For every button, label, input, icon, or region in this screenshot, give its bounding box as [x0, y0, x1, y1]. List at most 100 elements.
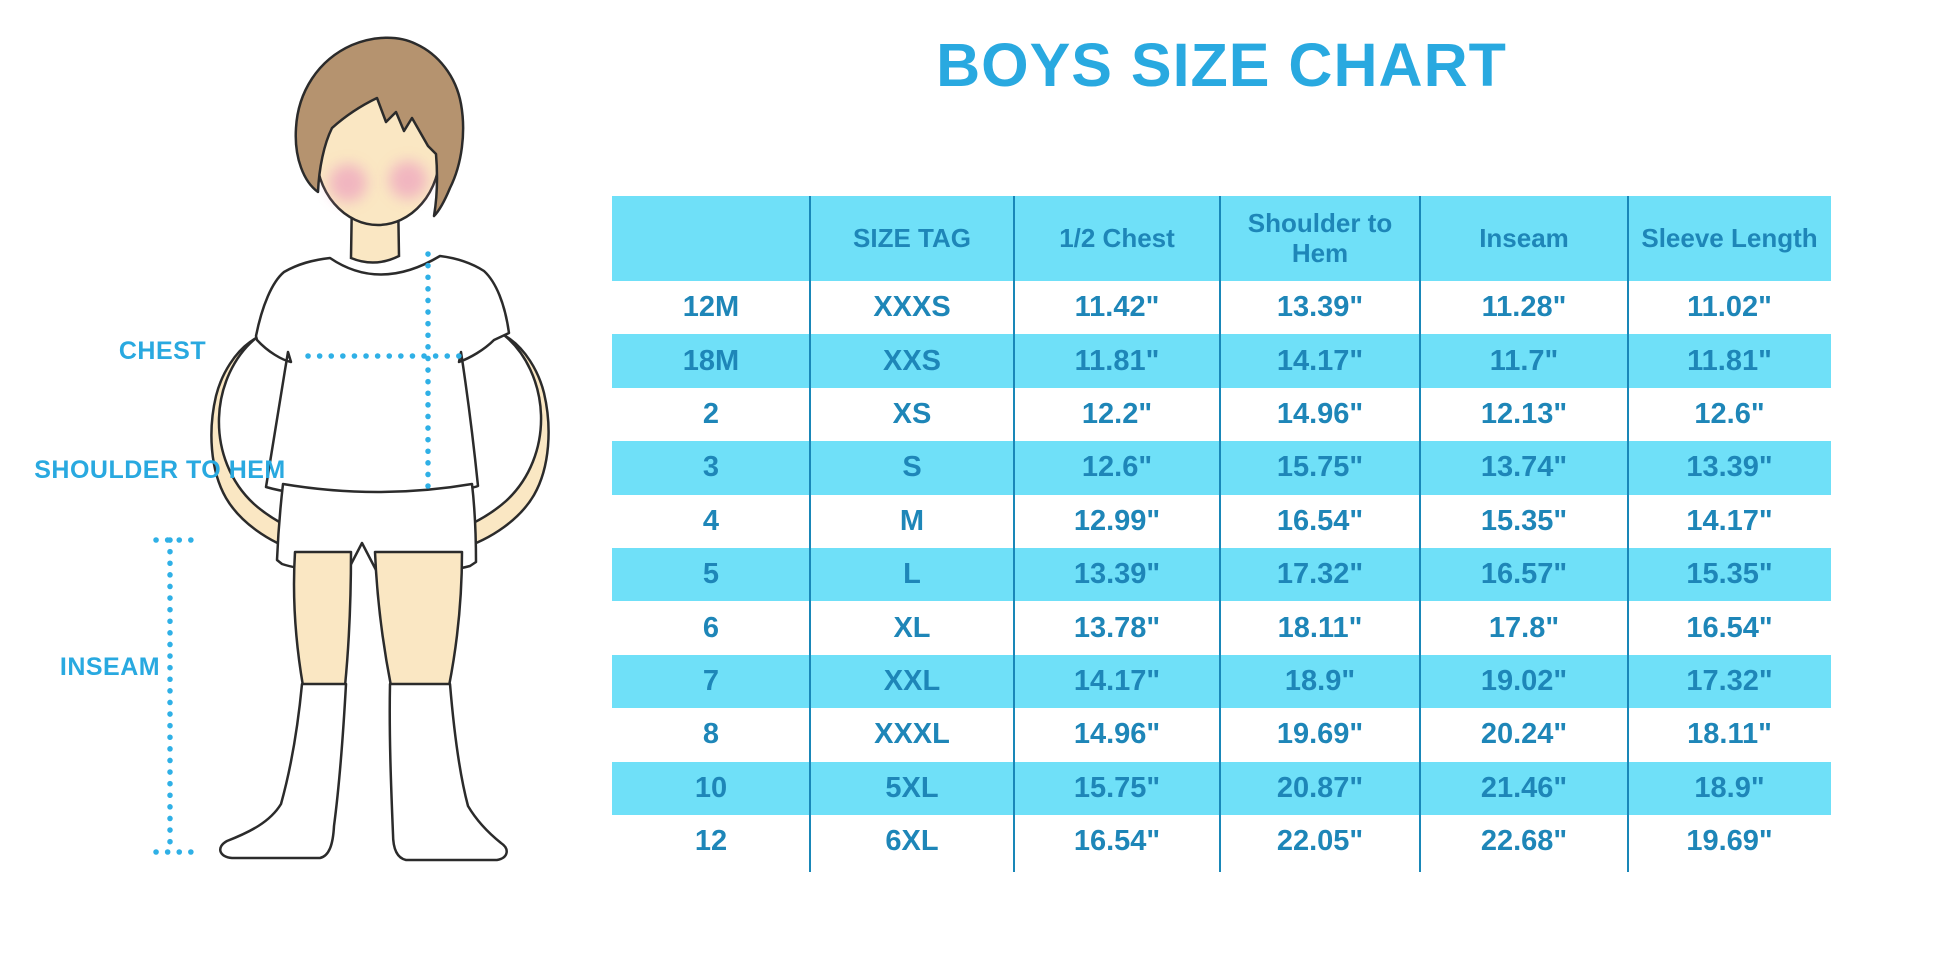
column-divider: [1419, 196, 1421, 872]
header-row: SIZE TAG 1/2 Chest Shoulder to Hem Insea…: [612, 196, 1831, 281]
table-row: 12 6XL 16.54" 22.05" 22.68" 19.69": [612, 814, 1831, 869]
page-title: BOYS SIZE CHART: [936, 31, 1507, 99]
column-divider: [1627, 196, 1629, 872]
table-cell: 12.13": [1420, 387, 1628, 442]
table-cell: 22.05": [1220, 814, 1420, 869]
column-header-half-chest: 1/2 Chest: [1014, 196, 1220, 281]
table-cell: 15.75": [1014, 761, 1220, 815]
table-cell: 18.11": [1628, 708, 1831, 762]
table-cell: 5XL: [810, 761, 1014, 815]
table-cell: 17.32": [1220, 547, 1420, 602]
table-cell: 13.78": [1014, 601, 1220, 655]
table-cell: 11.42": [1014, 281, 1220, 335]
table-cell: 15.75": [1220, 441, 1420, 495]
size-cell: 18M: [612, 334, 810, 388]
size-table: SIZE TAG 1/2 Chest Shoulder to Hem Insea…: [612, 196, 1831, 872]
table-row: 12M XXXS 11.42" 13.39" 11.28" 11.02": [612, 281, 1831, 335]
table-cell: 14.96": [1014, 708, 1220, 762]
legs: [292, 550, 464, 688]
size-table-grid: SIZE TAG 1/2 Chest Shoulder to Hem Insea…: [612, 196, 1831, 869]
table-cell: 14.96": [1220, 387, 1420, 442]
table-cell: 11.81": [1628, 334, 1831, 388]
cheek-right: [389, 161, 427, 199]
table-cell: XS: [810, 387, 1014, 442]
table-cell: 15.35": [1628, 547, 1831, 602]
table-cell: 11.28": [1420, 281, 1628, 335]
column-divider: [1219, 196, 1221, 872]
table-row: 4 M 12.99" 16.54" 15.35" 14.17": [612, 494, 1831, 548]
table-cell: 14.17": [1220, 334, 1420, 388]
table-cell: XXS: [810, 334, 1014, 388]
table-cell: 19.69": [1220, 708, 1420, 762]
column-header-sleeve-length: Sleeve Length: [1628, 196, 1831, 281]
table-cell: 19.69": [1628, 814, 1831, 869]
table-cell: 20.87": [1220, 761, 1420, 815]
cheek-left: [329, 164, 367, 202]
table-row: 3 S 12.6" 15.75" 13.74" 13.39": [612, 441, 1831, 495]
table-cell: 14.17": [1014, 654, 1220, 709]
table-row: 7 XXL 14.17" 18.9" 19.02" 17.32": [612, 654, 1831, 709]
table-cell: 12.6": [1014, 441, 1220, 495]
size-cell: 2: [612, 387, 810, 442]
table-cell: 13.74": [1420, 441, 1628, 495]
table-cell: 21.46": [1420, 761, 1628, 815]
table-cell: 18.11": [1220, 601, 1420, 655]
size-cell: 5: [612, 547, 810, 602]
table-cell: 14.17": [1628, 494, 1831, 548]
size-cell: 4: [612, 494, 810, 548]
table-cell: 11.81": [1014, 334, 1220, 388]
table-cell: 17.8": [1420, 601, 1628, 655]
size-cell: 10: [612, 761, 810, 815]
table-row: 10 5XL 15.75" 20.87" 21.46" 18.9": [612, 761, 1831, 815]
table-cell: 12.2": [1014, 387, 1220, 442]
table-cell: 16.54": [1628, 601, 1831, 655]
inseam-label: INSEAM: [59, 653, 161, 681]
table-row: 6 XL 13.78" 18.11" 17.8" 16.54": [612, 601, 1831, 655]
table-cell: 12.99": [1014, 494, 1220, 548]
table-row: 18M XXS 11.81" 14.17" 11.7" 11.81": [612, 334, 1831, 388]
table-cell: 16.57": [1420, 547, 1628, 602]
table-cell: 22.68": [1420, 814, 1628, 869]
table-cell: 12.6": [1628, 387, 1831, 442]
table-cell: 11.7": [1420, 334, 1628, 388]
hair: [294, 36, 465, 218]
table-cell: 17.32": [1628, 654, 1831, 709]
column-header-shoulder-to-hem: Shoulder to Hem: [1220, 196, 1420, 281]
table-cell: 6XL: [810, 814, 1014, 869]
size-cell: 12: [612, 814, 810, 869]
column-divider: [809, 196, 811, 872]
size-cell: 12M: [612, 281, 810, 335]
table-cell: 20.24": [1420, 708, 1628, 762]
table-cell: XL: [810, 601, 1014, 655]
size-cell: 7: [612, 654, 810, 709]
table-row: 2 XS 12.2" 14.96" 12.13" 12.6": [612, 387, 1831, 442]
table-cell: 13.39": [1220, 281, 1420, 335]
column-header-inseam: Inseam: [1420, 196, 1628, 281]
column-header-size: [612, 196, 810, 281]
table-cell: XXXS: [810, 281, 1014, 335]
socks: [219, 682, 508, 862]
chest-label: CHEST: [118, 337, 207, 365]
table-cell: 11.02": [1628, 281, 1831, 335]
size-cell: 3: [612, 441, 810, 495]
size-cell: 8: [612, 708, 810, 762]
table-cell: 16.54": [1014, 814, 1220, 869]
table-cell: 13.39": [1014, 547, 1220, 602]
table-cell: 18.9": [1628, 761, 1831, 815]
table-cell: S: [810, 441, 1014, 495]
table-cell: 19.02": [1420, 654, 1628, 709]
table-cell: XXXL: [810, 708, 1014, 762]
table-cell: M: [810, 494, 1014, 548]
boy-illustration: [153, 36, 550, 862]
measurement-illustration: CHEST SHOULDER TO HEM INSEAM: [0, 0, 560, 973]
table-cell: 18.9": [1220, 654, 1420, 709]
table-cell: XXL: [810, 654, 1014, 709]
size-table-body: 12M XXXS 11.42" 13.39" 11.28" 11.02" 18M XXS 11.…: [612, 281, 1831, 869]
column-divider: [1013, 196, 1015, 872]
table-row: 5 L 13.39" 17.32" 16.57" 15.35": [612, 547, 1831, 602]
table-row: 8 XXXL 14.96" 19.69" 20.24" 18.11": [612, 708, 1831, 762]
column-header-size-tag: SIZE TAG: [810, 196, 1014, 281]
measurement-lines: [153, 251, 469, 855]
shoulder-to-hem-label: SHOULDER TO HEM: [34, 456, 286, 484]
